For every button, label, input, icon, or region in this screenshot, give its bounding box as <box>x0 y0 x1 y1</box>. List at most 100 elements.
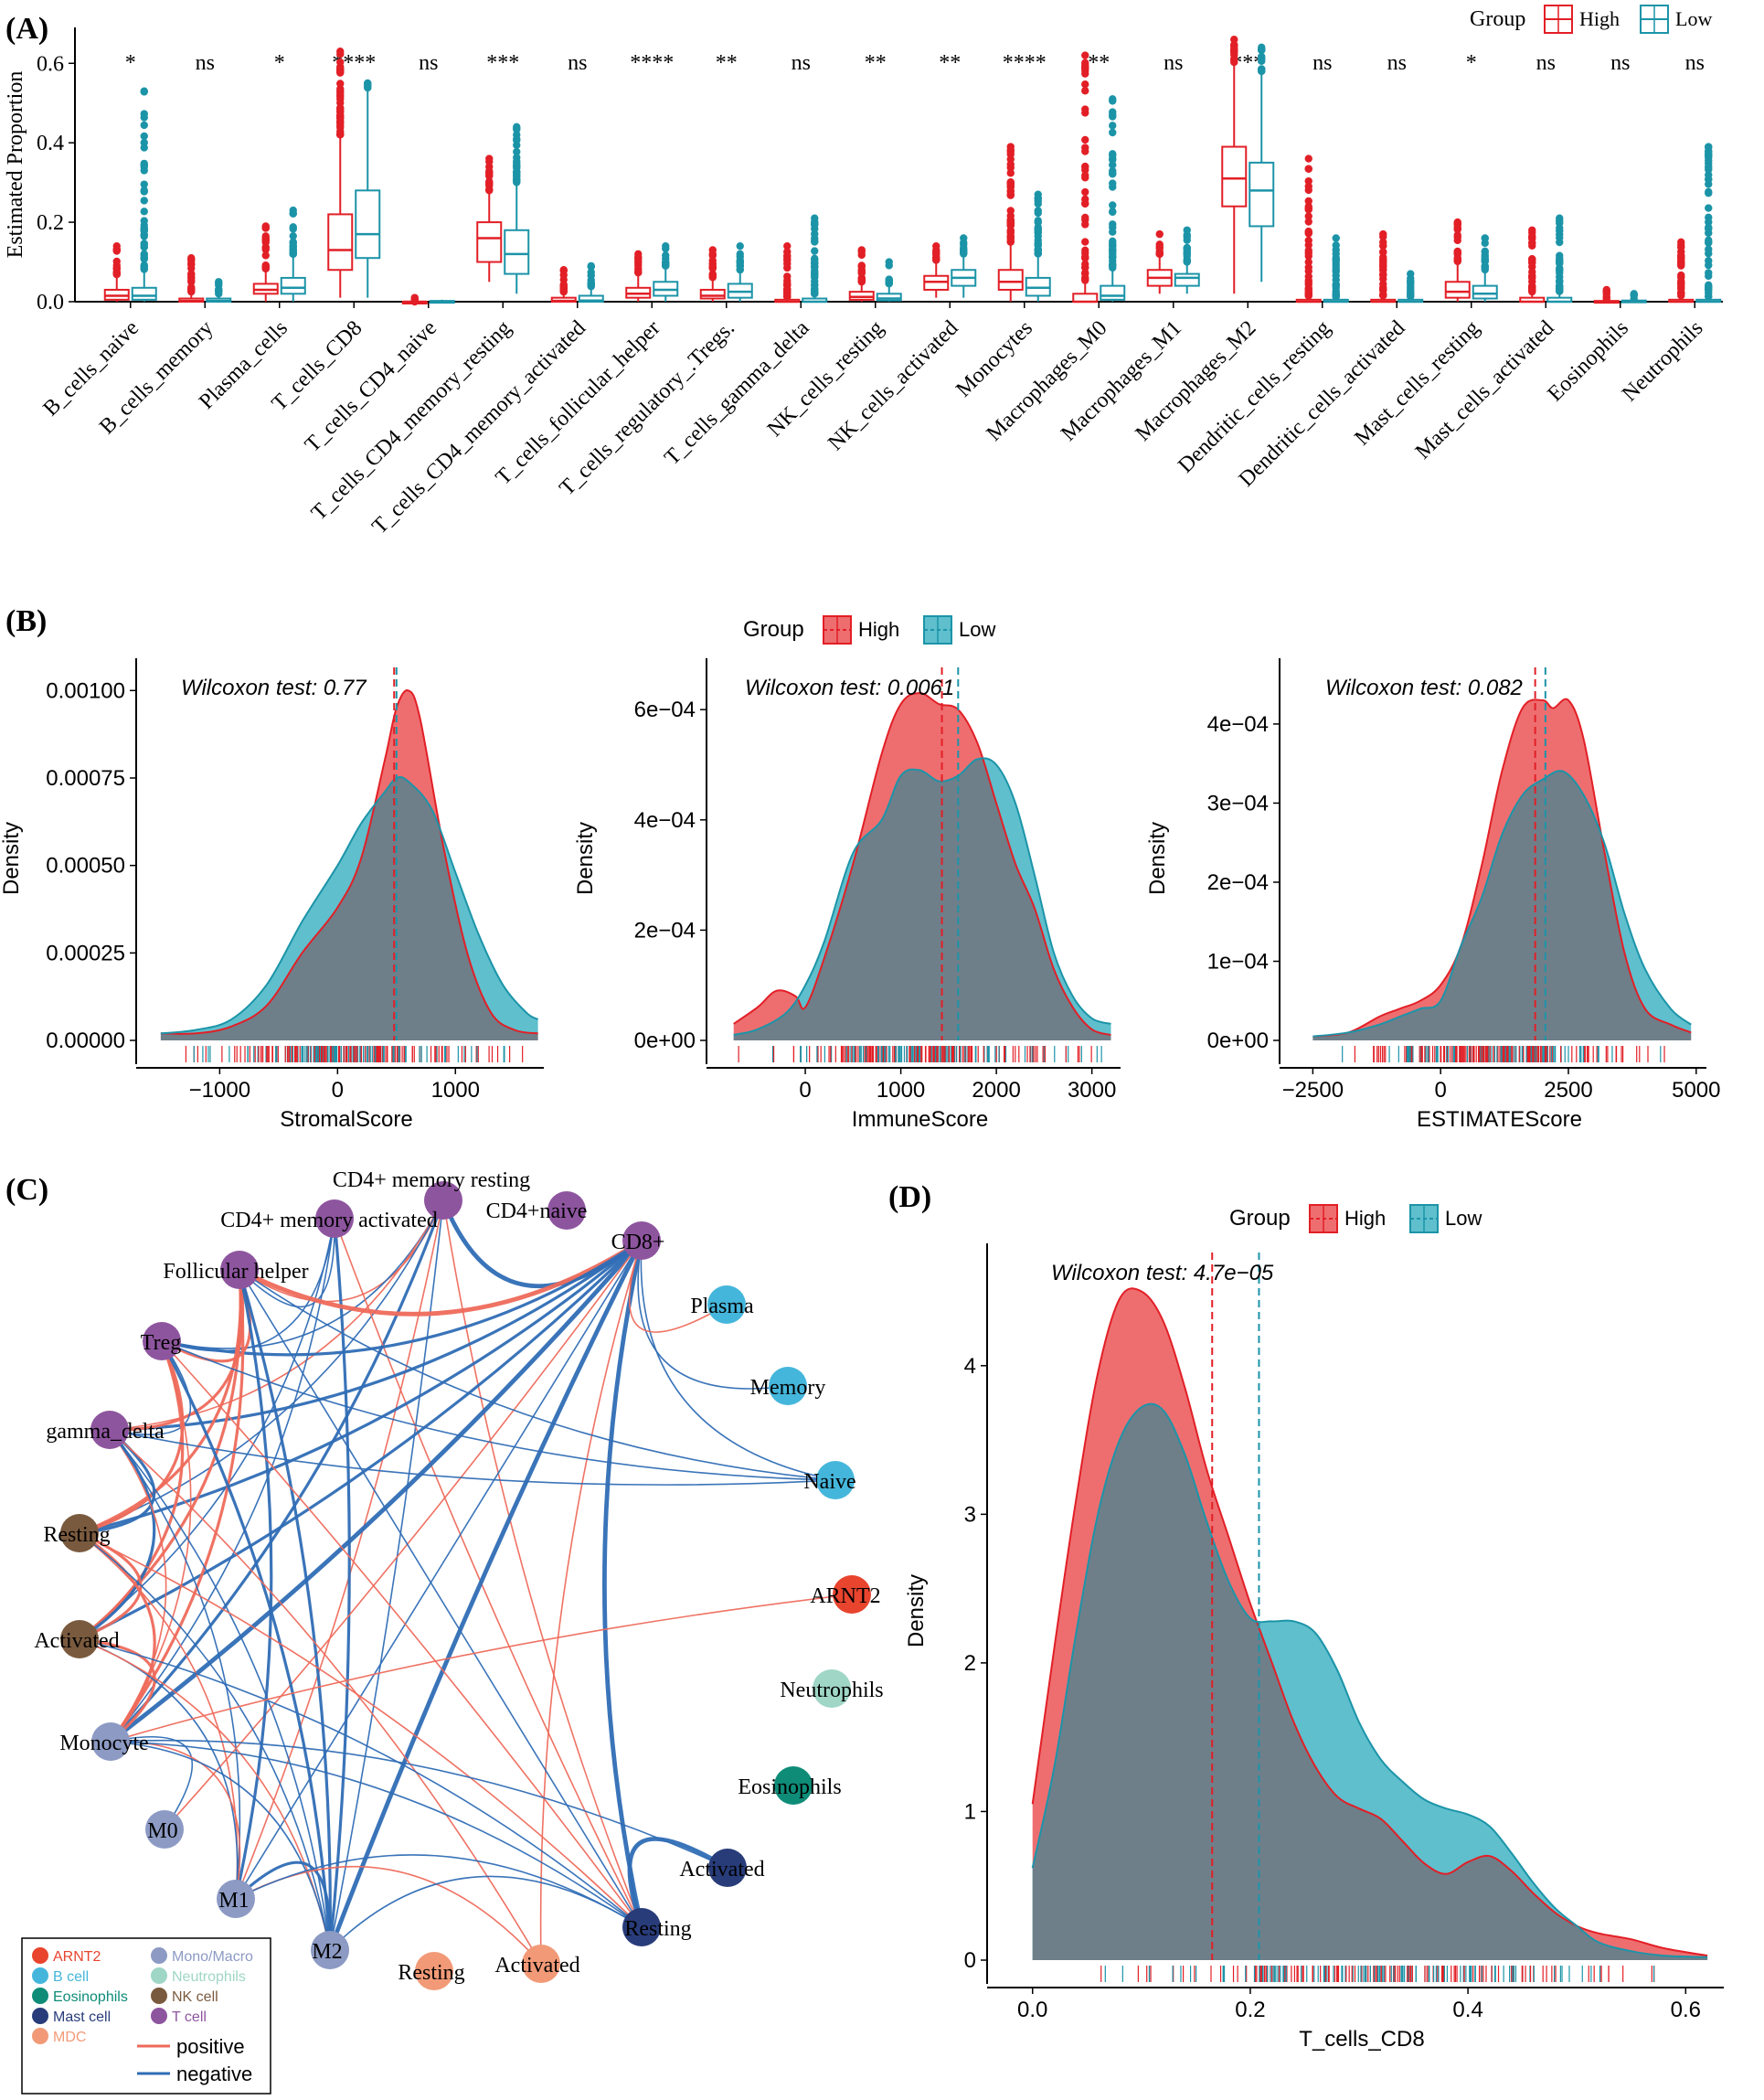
network-edge-negative <box>234 1269 273 1900</box>
network-edge-negative <box>110 1741 331 1951</box>
network-edge-negative <box>235 1854 643 1928</box>
network-edge-negative <box>238 1269 332 1951</box>
network-edge-negative <box>239 1269 643 1928</box>
legend-label-high: High <box>1579 7 1620 30</box>
outlier-point <box>1081 263 1089 272</box>
network-node-label: Treg <box>141 1331 181 1355</box>
network-node <box>90 1411 129 1449</box>
outlier-point <box>1109 111 1117 119</box>
outlier-point <box>1109 208 1117 216</box>
xlabel-d: T_cells_CD8 <box>1299 2027 1424 2052</box>
outlier-point <box>1528 287 1536 296</box>
outlier-point <box>1109 128 1117 137</box>
network-node <box>622 1908 661 1946</box>
outlier-point <box>811 214 819 222</box>
network-edge-negative <box>110 1739 728 1869</box>
ytick-label-b3: 4e−04 <box>1207 712 1269 737</box>
ylabel-d: Density <box>904 1574 929 1647</box>
outlier-point <box>1332 281 1340 290</box>
outlier-point <box>1081 171 1089 179</box>
ytick-label-a: 0.6 <box>37 52 64 76</box>
outlier-point <box>410 293 419 302</box>
outlier-point <box>1602 285 1610 294</box>
outlier-point <box>1556 251 1564 260</box>
network-edge-positive <box>238 1238 643 1316</box>
network-edge-positive <box>109 1269 245 1743</box>
xtick-label-d: 0.0 <box>1017 1998 1047 2022</box>
outlier-point <box>1705 175 1713 184</box>
network-edge-negative <box>329 1875 643 1951</box>
density-area-overlap <box>1312 771 1692 1040</box>
outlier-point <box>1332 261 1340 270</box>
network-edge-positive <box>109 1199 444 1431</box>
network-edge-negative <box>160 1340 332 1951</box>
outlier-point <box>1556 238 1564 247</box>
outlier-point <box>1081 135 1089 144</box>
outlier-point <box>1556 259 1564 267</box>
outlier-point <box>811 277 819 286</box>
box-high <box>1221 145 1248 208</box>
network-legend: ARNT2 B cell Eosinophils Mast cell MDC Mono/M… <box>21 1937 271 2095</box>
ytick-label-b2: 4e−04 <box>634 808 696 833</box>
outlier-point <box>1304 267 1312 275</box>
outlier-point <box>1304 240 1312 250</box>
outlier-point <box>1006 191 1015 199</box>
xtick-label-b3: 2500 <box>1544 1078 1592 1103</box>
ylabel-a: Estimated Proportion <box>4 71 27 259</box>
panel-label-d: (D) <box>888 1180 931 1214</box>
xtick-label-b1: 0 <box>332 1078 344 1103</box>
network-edge-positive <box>109 1429 167 1743</box>
outlier-point <box>1081 59 1089 67</box>
ytick-label-b1: 0.00075 <box>46 766 125 791</box>
outlier-point <box>1304 251 1312 261</box>
network-node <box>708 1849 747 1887</box>
outlier-point <box>1677 277 1685 285</box>
outlier-point <box>336 48 345 56</box>
ytick-label-b1: 0.00100 <box>46 678 125 703</box>
network-edge-positive <box>110 1594 853 1743</box>
outlier-point <box>289 241 297 250</box>
outlier-point <box>1230 35 1238 44</box>
xtick-label-a: NK_cells_activated <box>824 316 962 455</box>
outlier-point <box>140 166 148 175</box>
outlier-point <box>811 247 819 255</box>
outlier-point <box>1258 43 1266 52</box>
outlier-point <box>1332 287 1340 295</box>
outlier-point <box>1109 228 1117 236</box>
significance-label: ** <box>716 51 738 75</box>
outlier-point <box>1081 253 1089 262</box>
outlier-point <box>587 280 595 288</box>
network-node <box>622 1221 661 1260</box>
legend-group-label: Neutrophils <box>172 1969 246 1985</box>
ytick-label-b1: 0.00050 <box>46 854 125 879</box>
xtick-label-b3: 5000 <box>1672 1078 1720 1103</box>
outlier-point <box>1705 229 1713 238</box>
outlier-point <box>1677 289 1685 297</box>
box-high <box>997 269 1024 291</box>
network-node <box>315 1199 354 1238</box>
outlier-point <box>708 264 717 272</box>
outlier-point <box>1304 229 1312 237</box>
outlier-point <box>1109 242 1117 251</box>
xtick-label-b2: 3000 <box>1068 1078 1116 1103</box>
outlier-point <box>1258 52 1266 61</box>
outlier-point <box>1230 41 1238 50</box>
outlier-point <box>1677 251 1685 260</box>
network-edge-negative <box>79 1532 331 1951</box>
network-node-label: Resting <box>43 1523 110 1547</box>
outlier-point <box>140 226 148 235</box>
xtick-label-b2: 1000 <box>877 1078 925 1103</box>
outlier-point <box>1528 272 1536 281</box>
outlier-point <box>1304 202 1312 211</box>
ylabel-b1: Density <box>0 822 24 895</box>
network-edge-negative <box>161 1340 836 1481</box>
panel-b: 0.00000 0.00025 0.00050 0.00075 0.00100 −1000… <box>0 615 1721 1132</box>
network-node <box>60 1514 99 1552</box>
outlier-point <box>187 276 196 285</box>
ylabel-b2: Density <box>573 822 598 895</box>
density-area-overlap <box>160 776 538 1040</box>
ytick-label-a: 0.2 <box>37 211 64 235</box>
box-low <box>131 286 157 301</box>
outlier-point <box>1705 156 1713 165</box>
